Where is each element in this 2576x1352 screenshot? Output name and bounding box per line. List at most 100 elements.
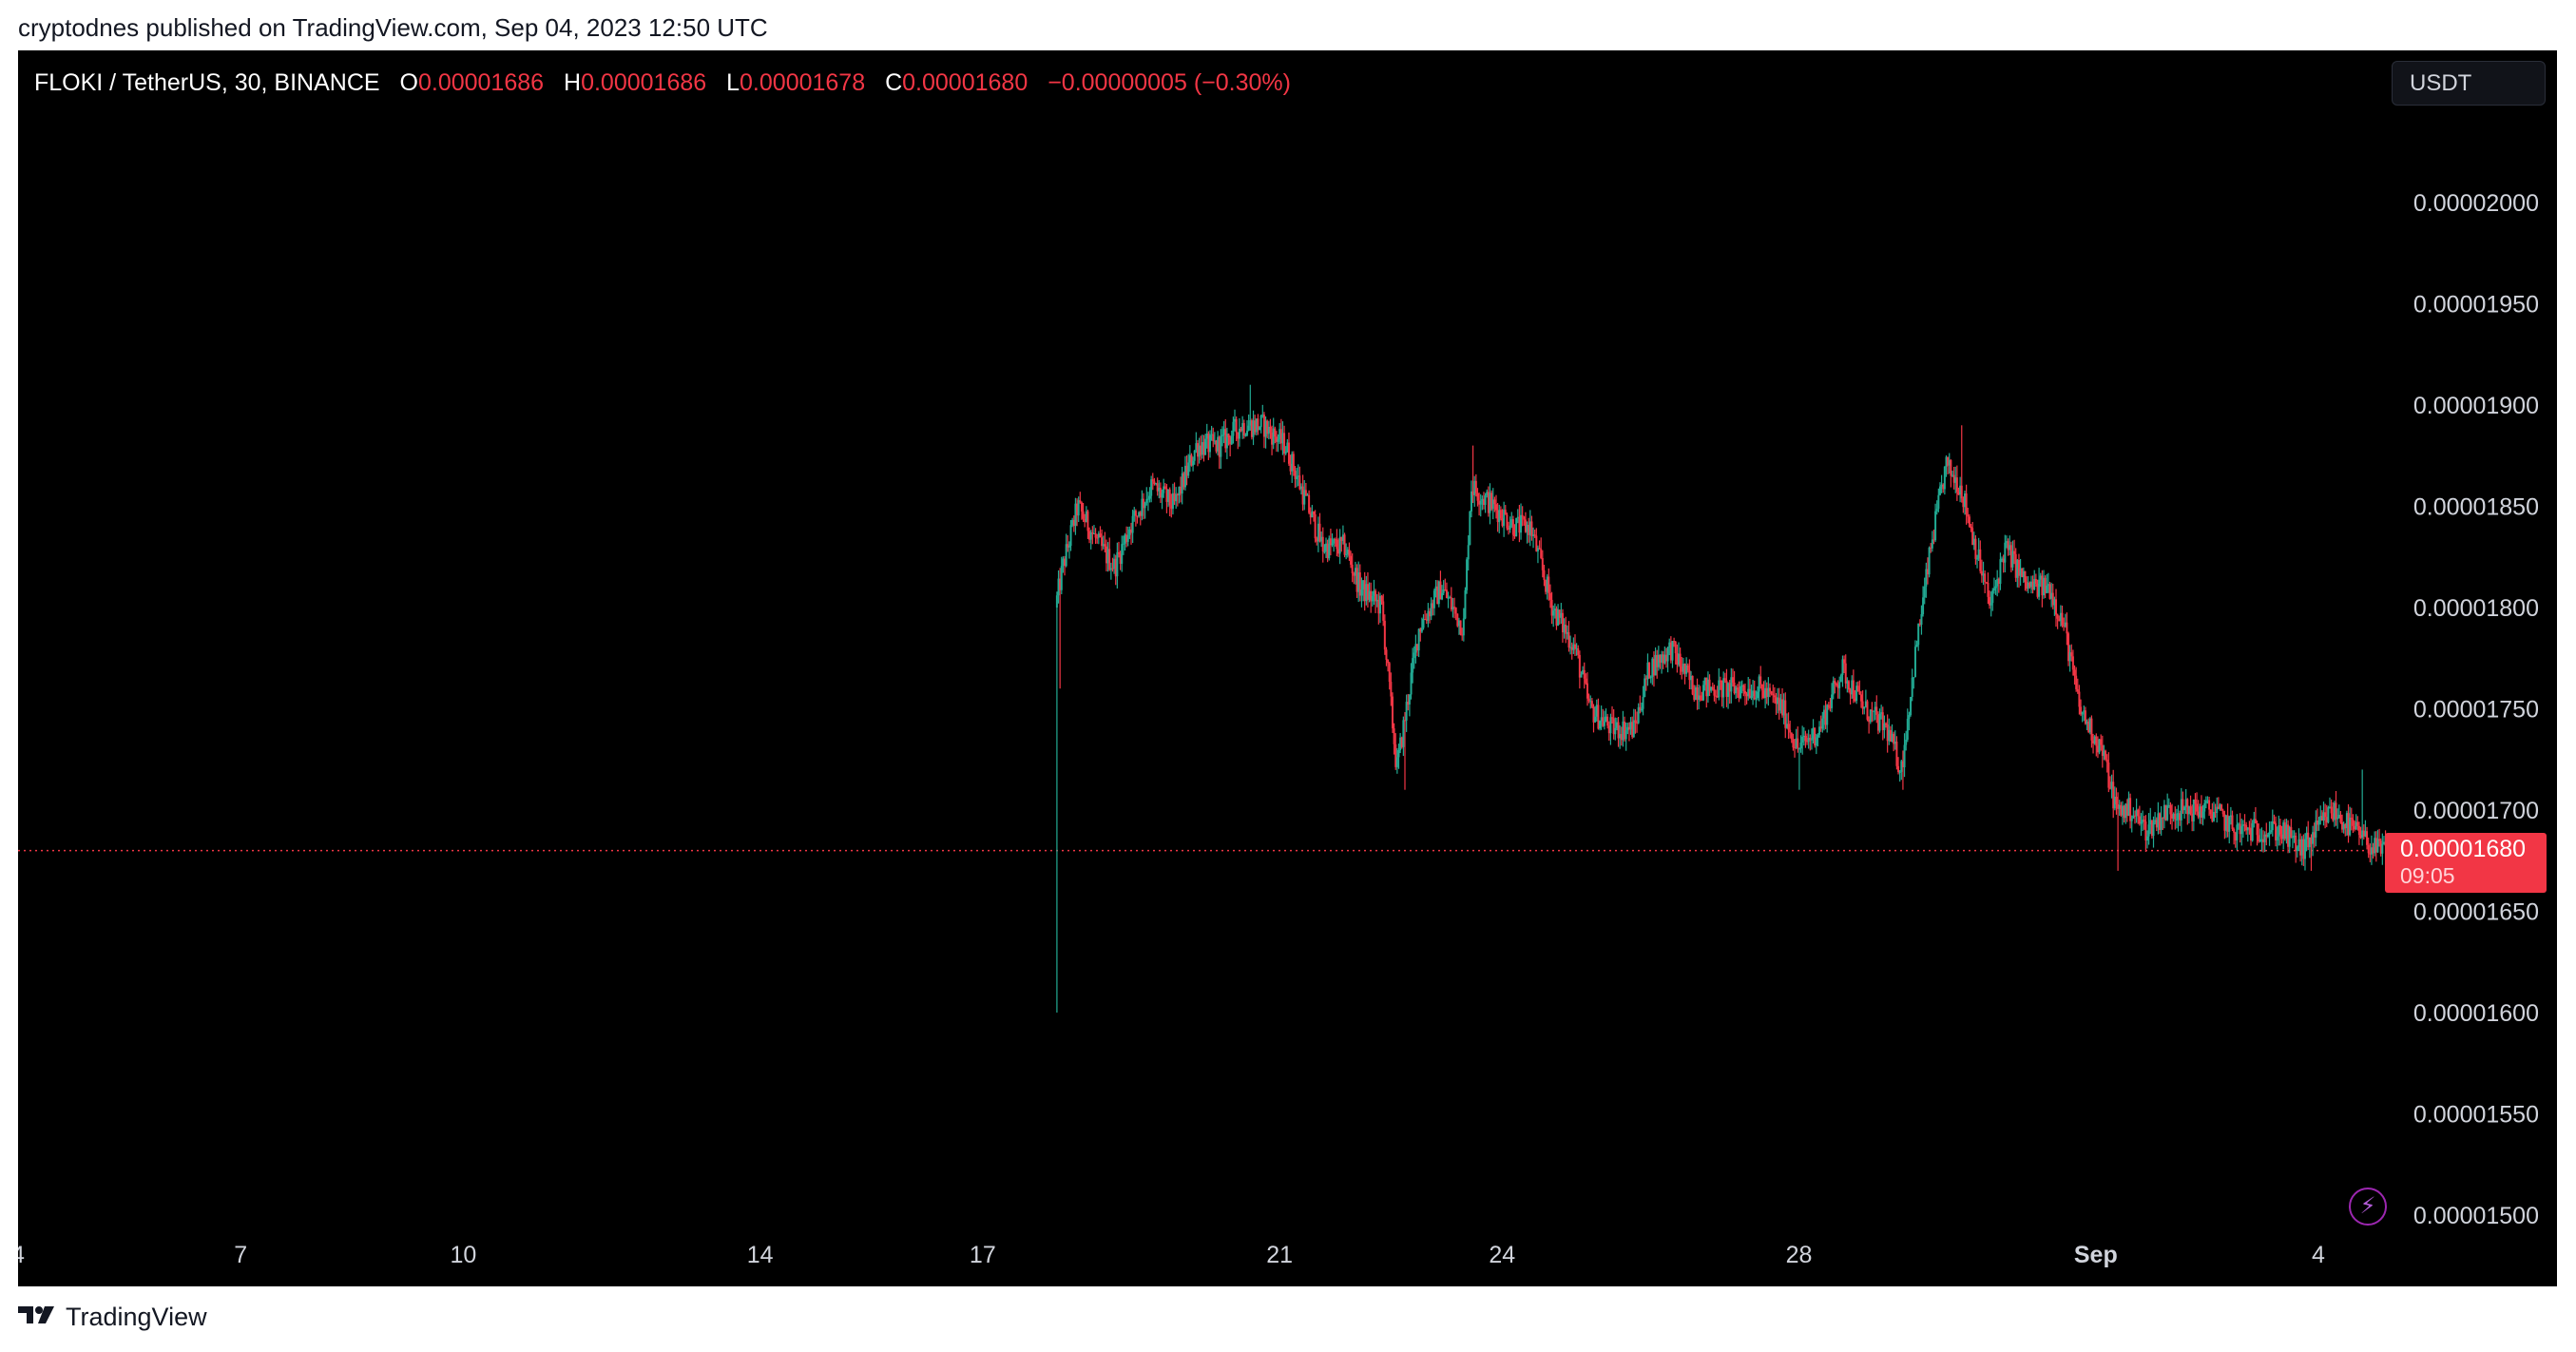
candle-body [2113, 797, 2116, 809]
candle-body [1815, 737, 1817, 746]
candle-body [1377, 599, 1380, 614]
candle-body [1520, 514, 1523, 533]
candle-body [1521, 514, 1524, 517]
candle-body [2308, 837, 2311, 848]
candle-body [1355, 568, 1358, 592]
candle-body [1269, 426, 1272, 433]
candle-body [2050, 592, 2053, 599]
y-tick-label: 0.00001950 [2413, 292, 2539, 319]
candle-body [2028, 582, 2031, 588]
chart-frame[interactable]: 0.00002000 0.00001950 0.00001900 0.00001850… [18, 50, 2557, 1286]
candle-body [1128, 529, 1131, 535]
candle-body [2241, 824, 2244, 826]
time-axis[interactable]: 4 7 10 14 17 21 24 28 Sep 4 [18, 1242, 2325, 1268]
candle-body [1126, 534, 1129, 542]
candle-body [1353, 573, 1355, 576]
y-tick-label: 0.00001750 [2413, 697, 2539, 724]
candle-body [1454, 607, 1457, 614]
candle-body [2335, 802, 2337, 820]
y-tick-label: 0.00001900 [2413, 393, 2539, 419]
candle-body [1920, 613, 1923, 626]
candle-body [2147, 824, 2150, 837]
candle-body [2369, 853, 2372, 855]
candle-body [2315, 821, 2317, 838]
candle-body [2080, 706, 2083, 715]
candle-body [1548, 592, 1551, 600]
candle-body [2112, 782, 2115, 809]
bolt-icon[interactable]: ⚡ [2349, 1188, 2387, 1226]
candle-body [2103, 750, 2105, 756]
price-axis[interactable]: 0.00002000 0.00001950 0.00001900 0.00001850… [2413, 190, 2539, 1229]
candle-body [1074, 503, 1077, 527]
candle-body [2009, 545, 2011, 550]
candle-body [2219, 804, 2221, 809]
candle-body [1222, 429, 1225, 435]
candle-body [1240, 428, 1242, 432]
candle-body [1743, 690, 1746, 694]
candle-body [1055, 595, 1058, 608]
candle-body [1671, 641, 1674, 661]
candle-body [1792, 739, 1795, 748]
candle-body [1662, 654, 1664, 664]
candle-body [2305, 832, 2308, 840]
candle-body [1669, 642, 1672, 661]
candle-body [1883, 723, 1886, 731]
candle-body [2357, 825, 2360, 836]
candle-body [2285, 824, 2288, 840]
candle-body [2376, 839, 2379, 853]
candle-body [2051, 592, 2054, 606]
candle-body [1935, 509, 1938, 512]
candle-body [1765, 687, 1768, 698]
candle-body [1291, 454, 1294, 472]
candle-body [1903, 744, 1906, 768]
y-tick-label: 0.00001800 [2413, 595, 2539, 622]
candle-body [2026, 582, 2028, 589]
candle-body [1430, 603, 1432, 617]
candle-body [1530, 521, 1533, 536]
candle-body [1509, 525, 1511, 530]
candle-body [1459, 620, 1462, 635]
candle-body [1148, 495, 1151, 499]
candle-body [2295, 835, 2297, 852]
candle-body [1089, 532, 1092, 540]
candle-body [1915, 645, 1918, 647]
candle-body [1866, 701, 1869, 720]
candle-body [2042, 577, 2045, 596]
currency-button[interactable]: USDT [2392, 61, 2546, 106]
candle-body [1501, 518, 1504, 527]
candle-body [2349, 818, 2352, 836]
candle-body [1561, 612, 1564, 633]
candle-body [2270, 830, 2273, 833]
candlestick-chart[interactable]: 0.00002000 0.00001950 0.00001900 0.00001850… [18, 50, 2557, 1286]
candle-body [2027, 582, 2029, 589]
candle-body [1802, 735, 1805, 737]
candle-body [1264, 420, 1267, 437]
candle-body [2374, 838, 2376, 854]
candle-body [1809, 738, 1812, 741]
candle-body [1721, 680, 1723, 698]
candle-body [1676, 653, 1679, 666]
candle-body [1664, 654, 1667, 662]
candle-body [1173, 493, 1176, 502]
candle-body [2234, 832, 2237, 840]
candle-body [2299, 839, 2302, 856]
candle-body [1644, 678, 1646, 698]
candle-body [1072, 519, 1075, 527]
candle-body [1146, 498, 1149, 500]
candle-body [1069, 525, 1072, 547]
candle-body [1532, 534, 1535, 536]
y-tick-label: 0.00001500 [2413, 1203, 2539, 1229]
candle-body [1328, 538, 1331, 559]
candle-body [2174, 813, 2177, 820]
candle-body [1111, 568, 1114, 570]
candle-body [2096, 745, 2099, 753]
tradingview-brand-text: TradingView [66, 1302, 207, 1331]
candle-body [2307, 832, 2310, 848]
candle-body [1351, 564, 1354, 574]
candle-body [2199, 806, 2201, 818]
candle-body [1575, 647, 1578, 649]
candle-body [2211, 814, 2214, 821]
candle-body [1092, 532, 1095, 534]
candle-body [2278, 825, 2280, 837]
legend-symbol[interactable]: FLOKI / TetherUS, 30, BINANCE [34, 69, 380, 96]
